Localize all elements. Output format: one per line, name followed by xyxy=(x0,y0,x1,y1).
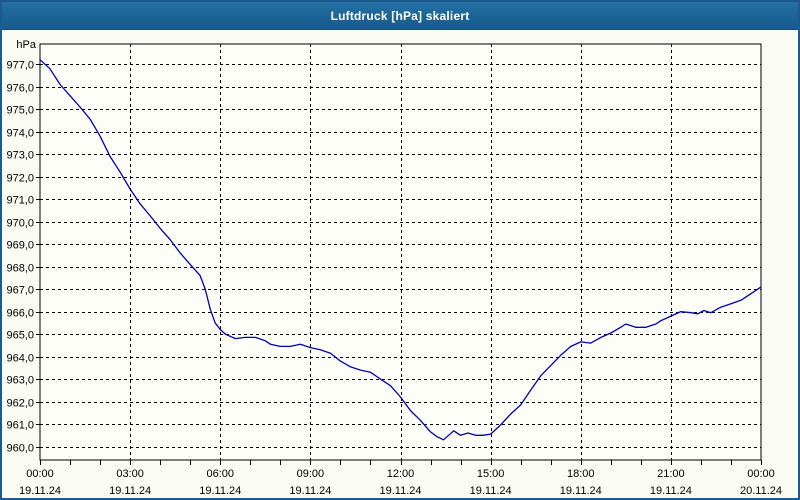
x-tick-time-label: 00:00 xyxy=(26,468,54,480)
x-tick-time-label: 18:00 xyxy=(567,468,595,480)
y-tick-label: 960,0 xyxy=(6,443,34,455)
x-tick-time-label: 12:00 xyxy=(387,468,415,480)
x-tick-date-label: 19.11.24 xyxy=(470,485,512,497)
y-tick-label: 974,0 xyxy=(6,128,34,140)
y-tick-label: 968,0 xyxy=(6,263,34,275)
title-bar: Luftdruck [hPa] skaliert xyxy=(2,2,798,30)
x-tick-time-label: 15:00 xyxy=(477,468,505,480)
x-tick-time-label: 00:00 xyxy=(747,468,775,480)
y-tick-label: 964,0 xyxy=(6,353,34,365)
y-tick-label: 962,0 xyxy=(6,398,34,410)
x-tick-time-label: 09:00 xyxy=(297,468,325,480)
y-tick-label: 976,0 xyxy=(6,83,34,95)
y-tick-label: 967,0 xyxy=(6,285,34,297)
x-tick-date-label: 19.11.24 xyxy=(109,485,151,497)
x-tick-date-label: 19.11.24 xyxy=(199,485,241,497)
x-tick-date-label: 19.11.24 xyxy=(650,485,692,497)
window-title: Luftdruck [hPa] skaliert xyxy=(330,8,470,23)
x-tick-time-label: 06:00 xyxy=(206,468,234,480)
y-axis-unit-label: hPa xyxy=(16,39,36,51)
y-tick-label: 966,0 xyxy=(6,308,34,320)
y-tick-label: 971,0 xyxy=(6,195,34,207)
pressure-series-line xyxy=(39,59,762,441)
x-tick-date-label: 20.11.24 xyxy=(740,485,782,497)
y-tick-label: 973,0 xyxy=(6,150,34,162)
y-tick-label: 970,0 xyxy=(6,218,34,230)
y-tick-label: 977,0 xyxy=(6,60,34,72)
x-tick-time-label: 21:00 xyxy=(657,468,685,480)
plot-frame xyxy=(39,43,762,461)
x-tick-date-label: 19.11.24 xyxy=(379,485,421,497)
y-tick-label: 969,0 xyxy=(6,240,34,252)
y-tick-label: 975,0 xyxy=(6,105,34,117)
x-tick-date-label: 19.11.24 xyxy=(289,485,331,497)
y-tick-label: 963,0 xyxy=(6,375,34,387)
y-tick-label: 965,0 xyxy=(6,330,34,342)
x-tick-time-label: 03:00 xyxy=(116,468,144,480)
chart-area: 960,0 961,0 962,0 963,0 964,0 965,0 966,0 967,0… xyxy=(2,30,798,498)
y-tick-label: 972,0 xyxy=(6,173,34,185)
x-tick-date-label: 19.11.24 xyxy=(560,485,602,497)
x-tick-date-label: 19.11.24 xyxy=(19,485,61,497)
y-tick-label: 961,0 xyxy=(6,420,34,432)
pressure-line-chart: 960,0 961,0 962,0 963,0 964,0 965,0 966,0 967,0… xyxy=(6,39,782,497)
